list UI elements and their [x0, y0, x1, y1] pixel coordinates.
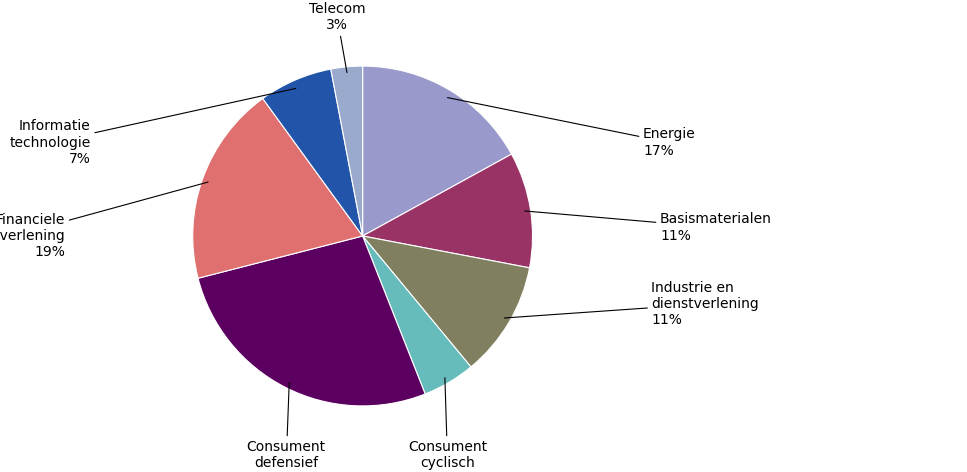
- Wedge shape: [363, 236, 471, 394]
- Text: Financiele
dienstverlening
19%: Financiele dienstverlening 19%: [0, 182, 208, 259]
- Wedge shape: [363, 66, 512, 236]
- Wedge shape: [263, 69, 363, 236]
- Text: Telecom
3%: Telecom 3%: [308, 2, 366, 73]
- Text: Consument
cyclisch
5%: Consument cyclisch 5%: [408, 378, 487, 472]
- Text: Basismaterialen
11%: Basismaterialen 11%: [525, 211, 772, 243]
- Wedge shape: [192, 99, 363, 278]
- Wedge shape: [198, 236, 425, 406]
- Wedge shape: [331, 66, 363, 236]
- Wedge shape: [363, 236, 530, 367]
- Wedge shape: [363, 154, 533, 268]
- Text: Consument
defensief
27%: Consument defensief 27%: [247, 383, 326, 472]
- Text: Industrie en
dienstverlening
11%: Industrie en dienstverlening 11%: [505, 281, 759, 327]
- Text: Informatie
technologie
7%: Informatie technologie 7%: [10, 88, 296, 166]
- Text: Energie
17%: Energie 17%: [448, 98, 695, 158]
